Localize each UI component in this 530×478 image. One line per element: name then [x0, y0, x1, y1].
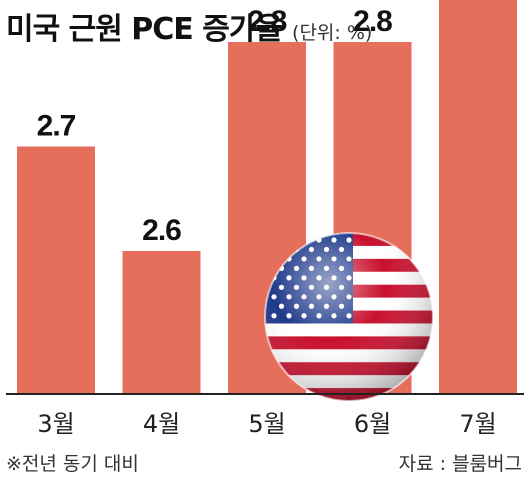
title-row: 미국 근원 PCE 증가율 (단위: %) [6, 4, 372, 48]
category-label-1: 3월 [37, 410, 74, 438]
bar-2 [122, 251, 201, 394]
bar-5 [439, 0, 517, 394]
category-label-2: 4월 [143, 410, 180, 438]
chart-unit: (단위: %) [292, 22, 373, 44]
value-label-2: 2.6 [142, 214, 181, 247]
value-label-3: 2.8 [248, 5, 287, 38]
category-label-5: 7월 [459, 410, 496, 438]
value-label-1: 2.7 [37, 110, 76, 143]
value-label-4: 2.8 [353, 5, 392, 38]
footnote: ※전년 동기 대비 [6, 453, 139, 475]
source-note: 자료 : 블룸버그 [398, 453, 522, 475]
us-flag-sphere-icon [264, 232, 434, 402]
bar-1 [17, 146, 95, 394]
chart-title: 미국 근원 PCE 증가율 [6, 12, 283, 47]
category-label-3: 5월 [248, 410, 285, 438]
category-label-4: 6월 [354, 410, 391, 438]
